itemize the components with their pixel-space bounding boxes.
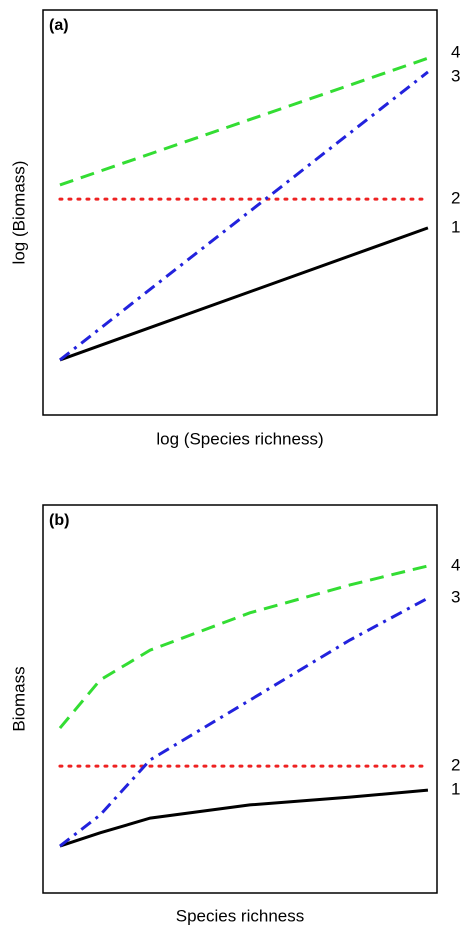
y-axis-label: log (Biomass) — [9, 161, 28, 265]
series-line — [59, 70, 429, 362]
series-line — [59, 596, 429, 848]
series-line — [59, 226, 429, 362]
line-label: 1 — [451, 217, 460, 236]
series-line — [59, 788, 429, 848]
line-label: 4 — [451, 43, 460, 62]
line-label: 2 — [451, 189, 460, 208]
y-axis-label: Biomass — [9, 666, 28, 731]
line-label: 3 — [451, 67, 460, 86]
line-label: 3 — [451, 588, 460, 607]
panel-label: (a) — [49, 17, 69, 34]
series-line — [59, 56, 429, 187]
line-label: 1 — [451, 780, 460, 799]
series-line — [58, 564, 429, 730]
line-label: 2 — [451, 756, 460, 775]
x-axis-label: log (Species richness) — [156, 429, 323, 448]
line-label: 4 — [451, 555, 460, 574]
panel-label: (b) — [49, 512, 69, 529]
plot-frame — [42, 504, 438, 894]
x-axis-label: Species richness — [176, 906, 305, 925]
plot-frame — [42, 9, 438, 416]
